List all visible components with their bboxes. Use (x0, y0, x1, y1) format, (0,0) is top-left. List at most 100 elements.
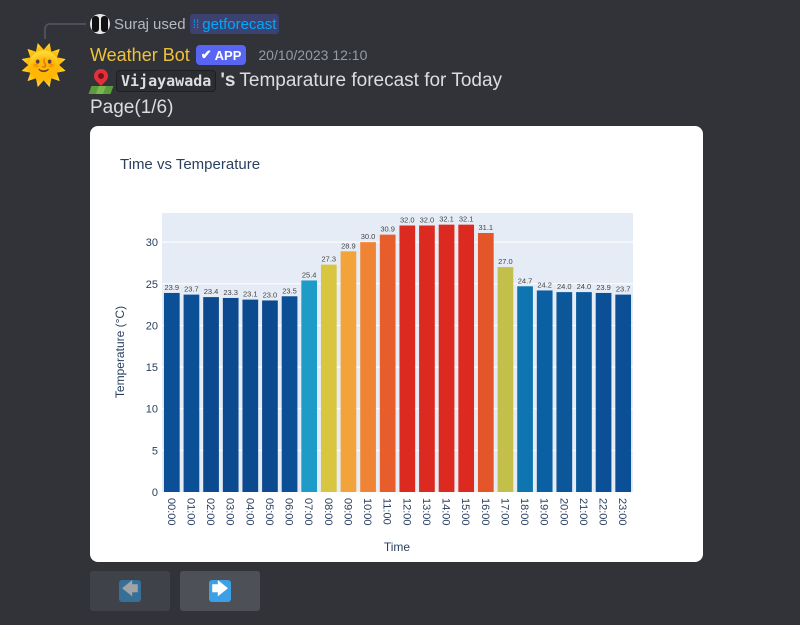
check-icon: ✔ (200, 47, 212, 62)
y-tick-label: 5 (152, 445, 158, 457)
bar (419, 225, 435, 492)
y-tick-label: 10 (146, 404, 158, 416)
bar (301, 280, 318, 492)
replied-user-name[interactable]: Suraj (114, 15, 150, 33)
reply-context[interactable]: Suraj used ⁞⁞ getforecast (90, 14, 280, 34)
bar (281, 296, 298, 492)
message-timestamp[interactable]: 20/10/2023 12:10 (258, 47, 368, 63)
message-text: Temparature forecast for Today (239, 70, 503, 91)
bar (438, 224, 455, 492)
bar-value-label: 27.3 (322, 255, 337, 264)
bar-value-label: 23.5 (282, 286, 297, 295)
y-tick-label: 0 (152, 487, 158, 499)
next-page-button[interactable]: 🡆 (180, 571, 260, 611)
y-tick-label: 15 (146, 362, 158, 374)
bar-value-label: 30.0 (361, 232, 376, 241)
bar (262, 300, 278, 492)
bar-value-label: 23.4 (204, 287, 219, 296)
x-tick-label: 12:00 (400, 498, 412, 526)
chart-title: Time vs Temperature (120, 156, 260, 173)
x-tick-label: 14:00 (440, 498, 452, 526)
slash-command-icon: ⁞⁞ (192, 17, 200, 31)
x-tick-label: 18:00 (518, 498, 530, 526)
bar (203, 297, 219, 492)
page-indicator: Page(1/6) (90, 97, 174, 118)
bar-value-label: 24.7 (518, 276, 533, 285)
sun-with-face-icon[interactable]: 🌞 (20, 45, 68, 87)
bar-value-label: 25.4 (302, 270, 317, 279)
round-pushpin-map-icon (88, 66, 114, 94)
x-tick-labels: 00:00 01:00 02:00 03:00 04:00 05:00 06:00 07:00… (165, 498, 628, 526)
bar (576, 292, 592, 492)
chart-image-embed[interactable]: 23.9 23.7 23.4 23.3 23.1 23.0 23.5 25.4 27.3 28.9… (90, 126, 703, 562)
author-name[interactable]: Weather Bot (90, 44, 190, 65)
bar-value-label: 23.3 (223, 288, 238, 297)
x-tick-label: 17:00 (498, 498, 510, 526)
bar-value-label: 23.7 (616, 285, 631, 294)
x-tick-label: 05:00 (263, 498, 275, 526)
bar-value-label: 23.9 (165, 283, 180, 292)
x-tick-label: 06:00 (283, 498, 295, 526)
temperature-chart: 23.9 23.7 23.4 23.3 23.1 23.0 23.5 25.4 27.3 28.9… (113, 156, 633, 554)
city-inline-code: Vijayawada (116, 70, 217, 92)
x-tick-label: 03:00 (224, 498, 236, 526)
bar-labels: 23.9 23.7 23.4 23.3 23.1 23.0 23.5 25.4 27.3 28.9… (165, 215, 631, 300)
x-tick-label: 01:00 (184, 498, 196, 526)
y-axis-label: Temperature (°C) (113, 306, 127, 398)
bar-value-label: 32.1 (439, 215, 454, 224)
bar (477, 232, 494, 492)
x-tick-label: 02:00 (204, 498, 216, 526)
bar-value-label: 32.0 (400, 215, 415, 224)
bar (556, 292, 573, 492)
bar-value-label: 32.1 (459, 215, 474, 224)
bar (183, 294, 200, 492)
bar (242, 299, 259, 492)
bar-value-label: 24.0 (577, 282, 592, 291)
bar (340, 251, 357, 492)
bar (517, 286, 533, 492)
bar-value-label: 23.9 (596, 283, 611, 292)
x-tick-label: 19:00 (538, 498, 550, 526)
left-arrow-icon: 🡄 (119, 579, 141, 602)
bar-value-label: 24.2 (537, 280, 552, 289)
bar (360, 242, 376, 492)
bar (497, 267, 514, 492)
reply-used-label: used (153, 15, 186, 33)
replied-user-avatar[interactable] (90, 14, 110, 34)
bar (536, 290, 553, 492)
bar (399, 225, 416, 492)
bars (163, 224, 632, 492)
bar (458, 224, 475, 492)
x-tick-label: 22:00 (597, 498, 609, 526)
bar-value-label: 24.0 (557, 282, 572, 291)
y-tick-label: 20 (146, 320, 158, 332)
previous-page-button[interactable]: 🡄 (90, 571, 170, 611)
bar-value-label: 23.7 (184, 285, 199, 294)
bar (615, 294, 632, 492)
bar-value-label: 30.9 (380, 225, 395, 234)
bar (163, 292, 180, 492)
bar-value-label: 31.1 (479, 223, 494, 232)
reply-connector (44, 23, 86, 39)
y-tick-label: 30 (146, 237, 158, 249)
x-tick-label: 23:00 (616, 498, 628, 526)
bar-value-label: 23.1 (243, 290, 258, 299)
message-line-title: Vijayawada's Temparature forecast for To… (88, 66, 503, 94)
command-mention[interactable]: ⁞⁞ getforecast (189, 14, 280, 34)
right-arrow-icon: 🡆 (209, 579, 231, 602)
x-tick-label: 21:00 (577, 498, 589, 526)
bar (320, 264, 337, 492)
possessive-suffix: 's (220, 70, 236, 91)
x-tick-label: 16:00 (479, 498, 491, 526)
x-tick-label: 20:00 (557, 498, 569, 526)
app-badge: ✔ APP (195, 45, 247, 65)
app-badge-label: APP (214, 47, 242, 63)
x-tick-label: 15:00 (459, 498, 471, 526)
y-tick-label: 25 (146, 279, 158, 291)
bar-value-label: 27.0 (498, 257, 513, 266)
bar-value-label: 32.0 (420, 215, 435, 224)
x-tick-label: 00:00 (165, 498, 177, 526)
x-tick-label: 08:00 (322, 498, 334, 526)
message-header: Weather Bot ✔ APP 20/10/2023 12:10 (90, 43, 367, 67)
x-tick-label: 04:00 (243, 498, 255, 526)
